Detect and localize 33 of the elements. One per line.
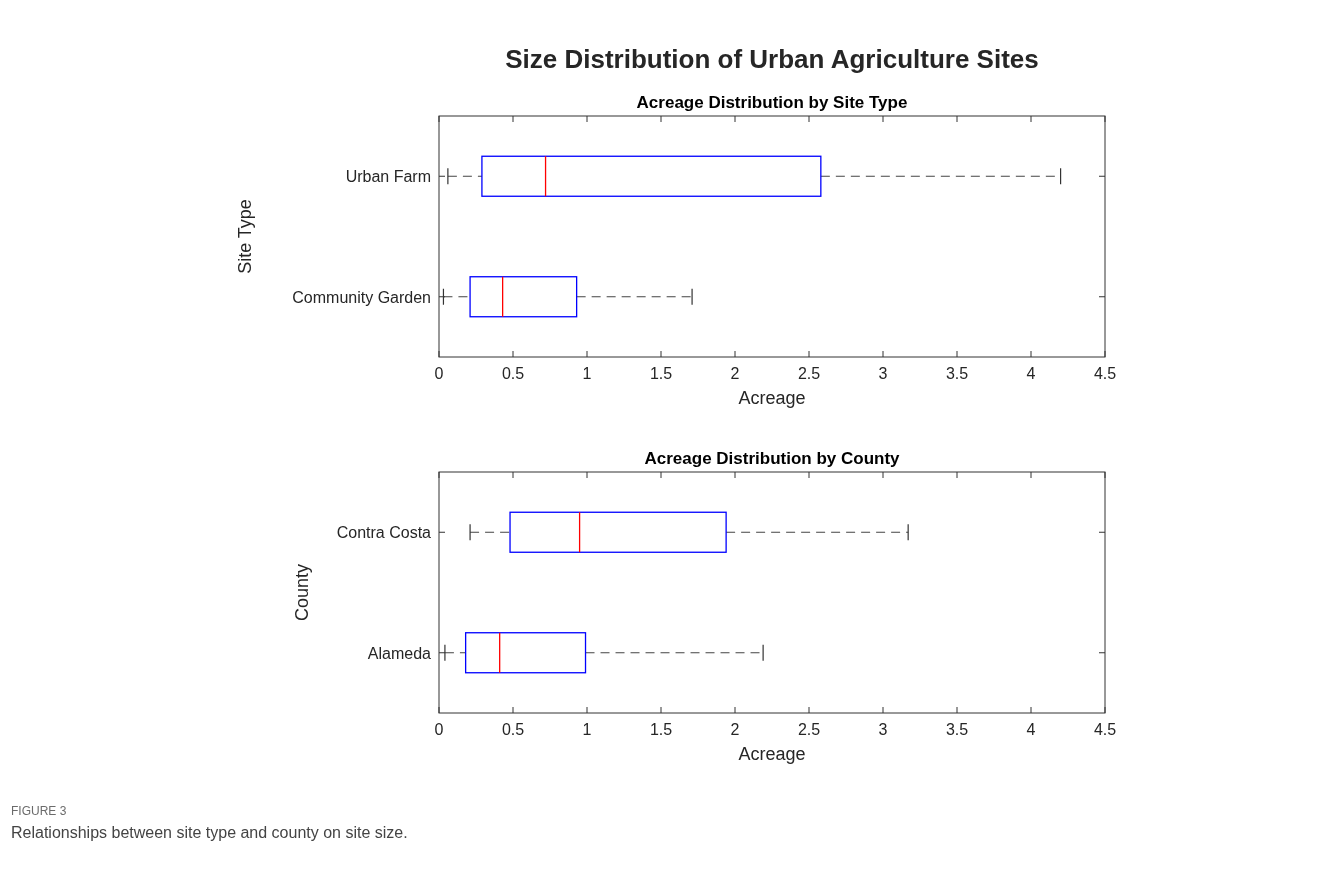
x-tick-label: 2.5 — [797, 365, 821, 382]
x-tick-label: 1 — [582, 365, 592, 382]
x-axis-title: Acreage — [738, 744, 806, 764]
y-tick-label: Urban Farm — [345, 168, 431, 186]
x-tick-label: 3 — [878, 721, 888, 738]
caption: FIGURE 3 — [11, 804, 67, 818]
y-axis-title: Site Type — [235, 199, 255, 274]
x-tick-label: 2 — [730, 365, 740, 382]
x-tick-label: 0 — [434, 721, 444, 738]
x-tick-label: 1.5 — [649, 721, 673, 738]
x-tick-label: 4.5 — [1093, 721, 1117, 738]
x-axis-title: Acreage — [738, 388, 806, 408]
x-tick-label: 3.5 — [945, 365, 969, 382]
text: Size Distribution of Urban Agriculture Sites — [505, 44, 1039, 74]
chart-title: Acreage Distribution by County — [644, 449, 901, 468]
x-tick-label: 1 — [582, 721, 592, 738]
x-tick-label: 3 — [878, 365, 888, 382]
x-tick-label: 4 — [1026, 365, 1036, 382]
chart-title: Acreage Distribution by Site Type — [636, 93, 908, 112]
y-tick-label: Community Garden — [292, 288, 431, 306]
x-tick-label: 3.5 — [945, 721, 969, 738]
x-tick-label: 4 — [1026, 721, 1036, 738]
x-tick-label: 4.5 — [1093, 365, 1117, 382]
x-tick-label: 0 — [434, 365, 444, 382]
x-tick-label: 1.5 — [649, 365, 673, 382]
x-tick-label: 2 — [730, 721, 740, 738]
x-tick-label: 2.5 — [797, 721, 821, 738]
x-tick-label: 0.5 — [501, 721, 525, 738]
text: Relationships between site type and county on site size. — [11, 824, 408, 841]
y-axis-title: County — [292, 563, 312, 622]
y-tick-label: Alameda — [367, 644, 432, 662]
x-tick-label: 0.5 — [501, 365, 525, 382]
y-tick-label: Contra Costa — [336, 524, 432, 542]
